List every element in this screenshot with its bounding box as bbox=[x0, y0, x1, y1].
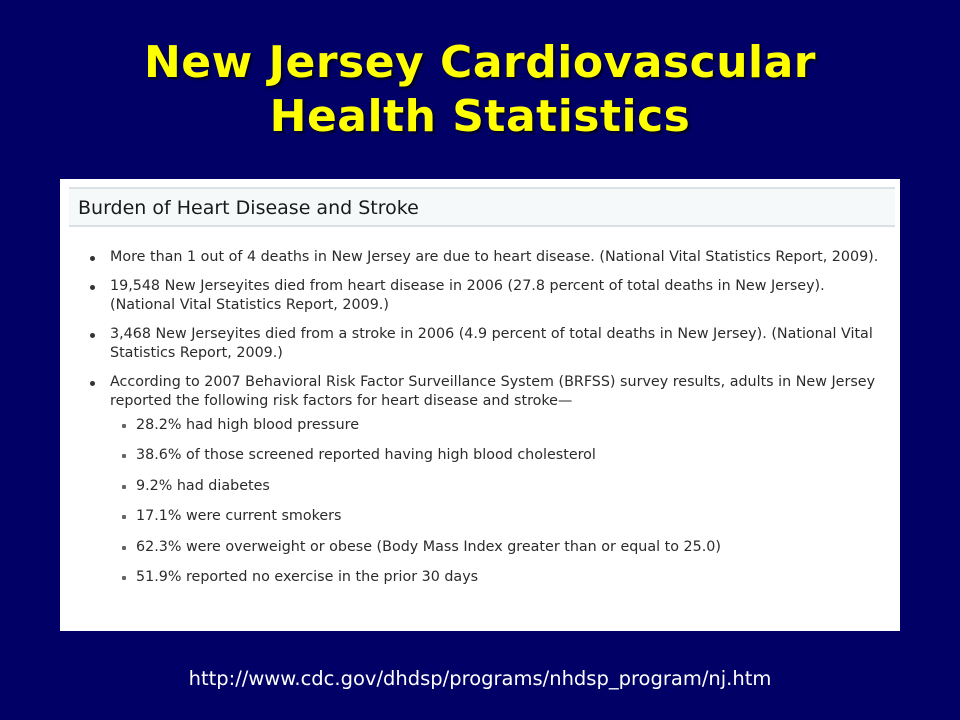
risk-factor-text: 17.1% were current smokers bbox=[136, 508, 342, 525]
statistics-list: More than 1 out of 4 deaths in New Jerse… bbox=[84, 248, 884, 598]
list-item-text: 19,548 New Jerseyites died from heart di… bbox=[110, 278, 825, 313]
bullet-icon bbox=[90, 256, 95, 261]
risk-factor-text: 38.6% of those screened reported having … bbox=[136, 447, 596, 464]
list-item-text: According to 2007 Behavioral Risk Factor… bbox=[110, 374, 876, 409]
square-bullet-icon bbox=[122, 515, 126, 520]
risk-factor-item: 38.6% of those screened reported having … bbox=[110, 446, 884, 465]
risk-factor-item: 62.3% were overweight or obese (Body Mas… bbox=[110, 538, 884, 557]
slide-title-line-1: New Jersey Cardiovascular bbox=[143, 37, 816, 88]
list-item: According to 2007 Behavioral Risk Factor… bbox=[84, 373, 884, 587]
square-bullet-icon bbox=[122, 484, 126, 489]
source-url: http://www.cdc.gov/dhdsp/programs/nhdsp_… bbox=[188, 667, 772, 690]
risk-factor-text: 9.2% had diabetes bbox=[136, 477, 270, 494]
risk-factor-text: 28.2% had high blood pressure bbox=[136, 417, 360, 433]
list-item-text: More than 1 out of 4 deaths in New Jerse… bbox=[110, 249, 879, 265]
bullet-icon bbox=[90, 381, 95, 386]
square-bullet-icon bbox=[122, 424, 126, 428]
risk-factor-text: 51.9% reported no exercise in the prior … bbox=[136, 568, 479, 585]
bullet-icon bbox=[90, 285, 95, 290]
risk-factor-item: 17.1% were current smokers bbox=[110, 507, 884, 526]
risk-factor-item: 28.2% had high blood pressure bbox=[110, 416, 884, 435]
list-item-text: 3,468 New Jerseyites died from a stroke … bbox=[110, 326, 873, 361]
risk-factor-item: 51.9% reported no exercise in the prior … bbox=[110, 568, 884, 587]
panel-heading: Burden of Heart Disease and Stroke bbox=[78, 197, 419, 219]
slide-title: New Jersey Cardiovascular Health Statist… bbox=[0, 36, 960, 144]
slide-title-line-2: Health Statistics bbox=[269, 91, 691, 142]
list-item: 3,468 New Jerseyites died from a stroke … bbox=[84, 325, 884, 363]
bullet-icon bbox=[90, 333, 95, 338]
square-bullet-icon bbox=[122, 454, 126, 459]
list-item: More than 1 out of 4 deaths in New Jerse… bbox=[84, 248, 884, 267]
screenshot-panel: Burden of Heart Disease and Stroke More … bbox=[60, 179, 900, 631]
panel-header: Burden of Heart Disease and Stroke bbox=[69, 187, 895, 227]
risk-factors-list: 28.2% had high blood pressure 38.6% of t… bbox=[110, 416, 884, 587]
risk-factor-text: 62.3% were overweight or obese (Body Mas… bbox=[136, 538, 721, 555]
square-bullet-icon bbox=[122, 575, 126, 580]
square-bullet-icon bbox=[122, 545, 126, 550]
risk-factor-item: 9.2% had diabetes bbox=[110, 477, 884, 496]
list-item: 19,548 New Jerseyites died from heart di… bbox=[84, 277, 884, 315]
